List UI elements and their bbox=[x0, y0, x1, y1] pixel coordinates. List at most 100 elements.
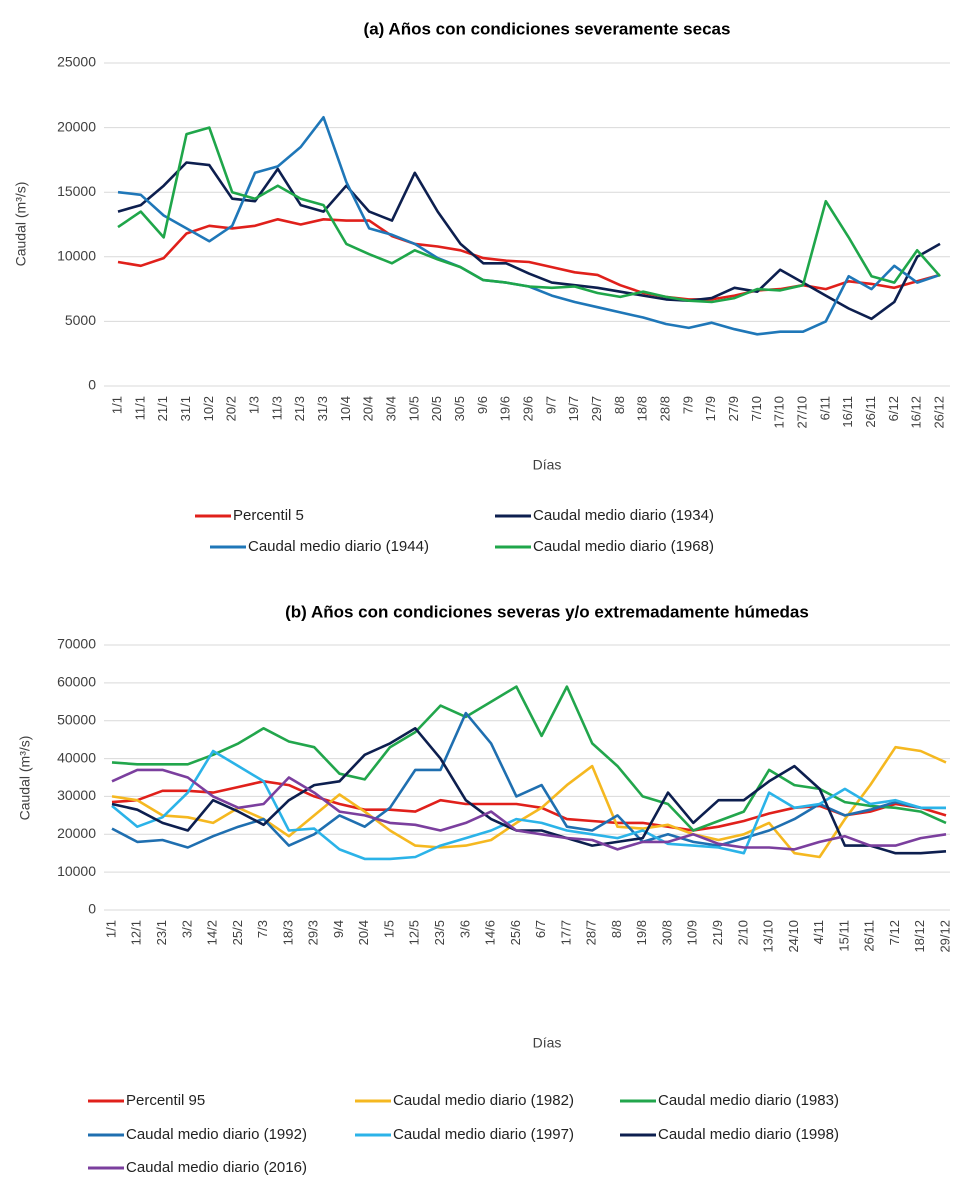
x-tick-label: 18/3 bbox=[280, 920, 295, 945]
series-line bbox=[111, 711, 946, 849]
x-tick-label: 10/2 bbox=[201, 396, 216, 421]
x-tick-label: 8/8 bbox=[612, 396, 627, 414]
x-tick-label: 23/1 bbox=[154, 920, 169, 945]
x-tick-label: 16/12 bbox=[909, 396, 924, 429]
x-tick-label: 16/11 bbox=[840, 396, 855, 428]
legend-label: Caudal medio diario (1934) bbox=[533, 507, 714, 524]
x-tick-label: 3/2 bbox=[179, 920, 194, 938]
x-tick-label: 1/3 bbox=[246, 396, 261, 414]
x-tick-label: 29/12 bbox=[937, 920, 952, 953]
x-tick-label: 10/5 bbox=[406, 396, 421, 421]
legend-label: Caudal medio diario (1997) bbox=[393, 1126, 574, 1143]
x-tick-label: 17/9 bbox=[703, 396, 718, 421]
series-line bbox=[111, 685, 947, 832]
x-tick-label: 15/11 bbox=[836, 920, 851, 952]
x-tick-label: 10/9 bbox=[685, 920, 700, 945]
x-tick-label: 17/10 bbox=[772, 396, 787, 429]
x-tick-label: 1/5 bbox=[381, 920, 396, 938]
legend-label: Caudal medio diario (1944) bbox=[248, 538, 429, 555]
x-tick-label: 3/6 bbox=[457, 920, 472, 938]
x-tick-label: 27/10 bbox=[794, 396, 809, 429]
y-tick-label: 25000 bbox=[57, 54, 96, 70]
series-line bbox=[117, 116, 941, 336]
x-tick-label: 8/8 bbox=[609, 920, 624, 938]
x-tick-label: 24/10 bbox=[786, 920, 801, 953]
series-line bbox=[117, 126, 941, 304]
legend-label: Caudal medio diario (1968) bbox=[533, 538, 714, 555]
x-tick-label: 11/3 bbox=[269, 396, 284, 420]
x-tick-label: 29/6 bbox=[520, 396, 535, 421]
y-tick-label: 60000 bbox=[57, 674, 96, 690]
x-axis-label: Días bbox=[533, 457, 562, 473]
x-tick-label: 18/12 bbox=[912, 920, 927, 953]
legend-label: Caudal medio diario (2016) bbox=[126, 1159, 307, 1176]
chart-title: (a) Años con condiciones severamente sec… bbox=[364, 19, 731, 38]
y-tick-label: 5000 bbox=[65, 312, 96, 328]
x-tick-label: 6/7 bbox=[533, 920, 548, 938]
x-tick-label: 6/11 bbox=[817, 396, 832, 420]
x-tick-label: 2/10 bbox=[735, 920, 750, 945]
x-tick-label: 7/9 bbox=[680, 396, 695, 414]
y-axis-label: Caudal (m³/s) bbox=[13, 182, 29, 267]
x-tick-label: 6/12 bbox=[886, 396, 901, 421]
x-tick-label: 20/4 bbox=[356, 920, 371, 945]
x-tick-label: 28/7 bbox=[584, 920, 599, 945]
x-tick-label: 1/1 bbox=[103, 920, 118, 938]
x-tick-label: 29/3 bbox=[306, 920, 321, 945]
series-line bbox=[111, 768, 947, 851]
legend-label: Percentil 95 bbox=[126, 1092, 205, 1109]
x-tick-label: 9/6 bbox=[475, 396, 490, 414]
x-tick-label: 28/8 bbox=[657, 396, 672, 421]
x-tick-label: 31/3 bbox=[315, 396, 330, 421]
x-tick-label: 26/11 bbox=[863, 396, 878, 428]
x-tick-label: 20/2 bbox=[224, 396, 239, 421]
legend-label: Caudal medio diario (1982) bbox=[393, 1092, 574, 1109]
series-line bbox=[117, 161, 941, 321]
y-tick-label: 10000 bbox=[57, 248, 96, 264]
x-tick-label: 26/11 bbox=[862, 920, 877, 952]
x-axis-label: Días bbox=[533, 1035, 562, 1051]
x-tick-label: 9/7 bbox=[543, 396, 558, 414]
y-tick-label: 10000 bbox=[57, 863, 96, 879]
x-tick-label: 10/4 bbox=[338, 396, 353, 421]
y-tick-label: 0 bbox=[88, 901, 96, 917]
y-tick-label: 40000 bbox=[57, 749, 96, 765]
x-tick-label: 25/6 bbox=[508, 920, 523, 945]
x-tick-label: 21/9 bbox=[710, 920, 725, 945]
x-tick-label: 12/5 bbox=[407, 920, 422, 945]
x-tick-label: 19/8 bbox=[634, 920, 649, 945]
x-tick-label: 14/2 bbox=[205, 920, 220, 945]
x-tick-label: 11/1 bbox=[132, 396, 147, 420]
chart-title: (b) Años con condiciones severas y/o ext… bbox=[285, 602, 809, 621]
x-tick-label: 7/3 bbox=[255, 920, 270, 938]
y-tick-label: 50000 bbox=[57, 711, 96, 727]
x-tick-label: 4/11 bbox=[811, 920, 826, 944]
x-tick-label: 21/3 bbox=[292, 396, 307, 421]
x-tick-label: 21/1 bbox=[155, 396, 170, 421]
y-tick-label: 30000 bbox=[57, 787, 96, 803]
x-tick-label: 20/4 bbox=[361, 396, 376, 421]
series-line bbox=[111, 727, 947, 855]
legend-label: Caudal medio diario (1992) bbox=[126, 1126, 307, 1143]
legend-label: Percentil 5 bbox=[233, 507, 304, 524]
y-tick-label: 15000 bbox=[57, 183, 96, 199]
series-line bbox=[111, 745, 947, 859]
x-tick-label: 20/5 bbox=[429, 396, 444, 421]
x-tick-label: 13/10 bbox=[761, 920, 776, 953]
y-tick-label: 70000 bbox=[57, 636, 96, 652]
x-tick-label: 29/7 bbox=[589, 396, 604, 421]
x-tick-label: 14/6 bbox=[483, 920, 498, 945]
x-tick-label: 30/5 bbox=[452, 396, 467, 421]
x-tick-label: 9/4 bbox=[331, 920, 346, 938]
x-tick-label: 7/10 bbox=[749, 396, 764, 421]
x-tick-label: 7/12 bbox=[887, 920, 902, 945]
y-tick-label: 20000 bbox=[57, 825, 96, 841]
x-tick-label: 1/1 bbox=[109, 396, 124, 414]
x-tick-label: 27/9 bbox=[726, 396, 741, 421]
legend-label: Caudal medio diario (1998) bbox=[658, 1126, 839, 1143]
y-axis-label: Caudal (m³/s) bbox=[17, 736, 33, 821]
x-tick-label: 31/1 bbox=[178, 396, 193, 421]
x-tick-label: 30/8 bbox=[659, 920, 674, 945]
x-tick-label: 30/4 bbox=[383, 396, 398, 421]
series-line bbox=[111, 749, 946, 861]
